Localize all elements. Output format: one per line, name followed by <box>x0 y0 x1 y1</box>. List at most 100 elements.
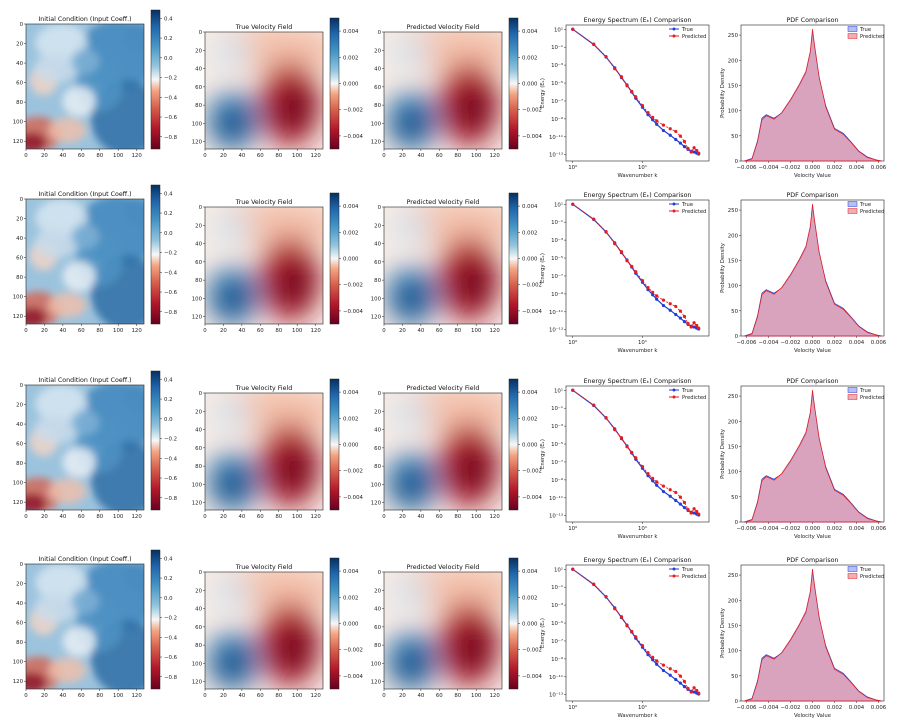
x-tick-label: 80 <box>454 153 461 159</box>
vel-blue-deep <box>395 284 425 317</box>
ic-blob <box>62 86 96 117</box>
spectrum-point-true <box>692 325 696 329</box>
y-tick-label: 60 <box>195 446 202 452</box>
colorbar-tick-label: −0.4 <box>164 95 178 101</box>
x-tick-label: 0.000 <box>805 705 821 711</box>
x-tick-label: 0.006 <box>871 340 887 346</box>
spectrum-point-true <box>682 145 687 149</box>
x-tick-label: −0.004 <box>759 705 780 711</box>
legend-marker <box>672 388 676 392</box>
legend-swatch <box>847 26 858 32</box>
spectrum-point-predicted <box>646 286 650 290</box>
y-tick-label: 10⁻¹ <box>551 44 563 51</box>
y-tick-label: 100 <box>192 296 203 302</box>
y-tick-label: 10⁻³ <box>551 237 563 244</box>
x-tick-label: 0.002 <box>827 165 842 171</box>
predicted_velocity-title: Predicted Velocity Field <box>407 385 480 392</box>
spectrum-point-predicted <box>692 686 696 690</box>
y-tick-label: 40 <box>16 61 23 67</box>
x-tick-label: 0 <box>382 693 386 699</box>
colorbar-tick-label: −0.002 <box>522 283 542 289</box>
y-tick-label: 50 <box>731 495 738 501</box>
x-tick-label: 100 <box>471 153 482 159</box>
colorbar-tick-label: 0.000 <box>343 443 359 449</box>
x-tick-label: 120 <box>131 693 142 699</box>
y-tick-label: 40 <box>195 428 202 434</box>
y-tick-label: 60 <box>374 625 381 631</box>
spectrum-point-true <box>655 662 659 666</box>
spectrum-point-predicted <box>682 500 687 505</box>
spectrum-point-predicted <box>678 309 683 313</box>
x-tick-label: 60 <box>436 514 443 520</box>
initial_condition-title: Initial Condition (Input Coeff.) <box>38 556 131 563</box>
x-tick-label: 40 <box>238 514 245 520</box>
spectrum-point-predicted <box>692 321 696 325</box>
y-tick-label: 60 <box>16 621 23 627</box>
spectrum-point-predicted <box>692 507 696 511</box>
colorbar-tick-label: −0.4 <box>164 270 178 276</box>
spectrum-point-true <box>674 677 678 682</box>
y-tick-label: 20 <box>16 42 23 48</box>
x-tick-label: −0.002 <box>781 340 801 346</box>
spectrum-line-predicted <box>572 389 700 515</box>
spectrum-point-predicted <box>634 95 638 99</box>
y-tick-label: 10⁻⁵ <box>551 620 563 627</box>
colorbar-tick-label: 0.002 <box>522 595 537 601</box>
initial_condition-image <box>26 24 144 149</box>
ic-texture <box>26 199 144 324</box>
ic-blob <box>123 564 144 592</box>
y-tick-label: 150 <box>728 258 739 264</box>
x-tick-label: 120 <box>310 514 321 520</box>
spectrum-xlabel: Wavenumber k <box>618 348 659 354</box>
spectrum-point-true <box>678 681 683 685</box>
y-tick-label: 80 <box>195 464 202 470</box>
colorbar-tick-label: 0.000 <box>522 443 538 449</box>
vel-red-deep <box>457 623 491 675</box>
spectrum-point-true <box>668 133 672 137</box>
x-tick-label: 20 <box>399 514 406 520</box>
y-tick-label: 150 <box>728 83 739 89</box>
x-tick-label: 80 <box>275 153 282 159</box>
spectrum-point-predicted <box>695 148 699 153</box>
y-tick-label: 10⁻⁷ <box>551 98 563 105</box>
x-tick-label: 40 <box>238 693 245 699</box>
colorbar-tick-label: −0.6 <box>164 655 178 661</box>
spectrum-ylabel: Energy (Eₖ) <box>540 78 546 108</box>
y-tick-label: 10⁻⁷ <box>551 459 563 466</box>
x-tick-label: −0.002 <box>781 705 801 711</box>
x-tick-label: 100 <box>292 693 303 699</box>
x-tick-label: 0.000 <box>805 165 821 171</box>
y-tick-label: 100 <box>371 121 382 127</box>
y-tick-label: 120 <box>371 680 382 686</box>
vel-light-blue <box>209 210 253 246</box>
y-tick-label: 40 <box>16 601 23 607</box>
pdf-area-predicted <box>744 203 882 337</box>
predicted_velocity-image <box>384 572 502 689</box>
legend-marker <box>672 27 676 31</box>
y-tick-label: 10⁻⁹ <box>551 291 563 298</box>
y-tick-label: 40 <box>374 607 381 613</box>
x-tick-label: 120 <box>310 693 321 699</box>
x-tick-label: 0.002 <box>827 705 842 711</box>
colorbar-tick-label: −0.004 <box>343 309 364 315</box>
colorbar-tick-label: 0.002 <box>343 55 358 61</box>
x-tick-label: 100 <box>113 328 124 334</box>
colorbar-tick-label: −0.004 <box>522 674 543 680</box>
spectrum-point-true <box>678 316 683 320</box>
y-tick-label: 20 <box>16 217 23 223</box>
ic-blob <box>70 224 100 249</box>
spectrum-point-predicted <box>613 242 617 246</box>
vel-field <box>386 32 502 149</box>
spectrum-point-predicted <box>646 472 650 476</box>
y-tick-label: 150 <box>728 623 739 629</box>
y-tick-label: 80 <box>374 103 381 109</box>
y-tick-label: 40 <box>374 67 381 73</box>
colorbar-tick-label: 0.004 <box>522 204 538 210</box>
x-tick-label: 0.002 <box>827 526 842 532</box>
y-tick-label: 0 <box>735 699 739 705</box>
x-tick-label: 120 <box>489 693 500 699</box>
y-tick-label: 10¹ <box>554 566 563 573</box>
initial_condition-colorbar <box>150 184 161 325</box>
pdf-title: PDF Comparison <box>787 557 839 564</box>
spectrum-point-predicted <box>630 450 634 454</box>
